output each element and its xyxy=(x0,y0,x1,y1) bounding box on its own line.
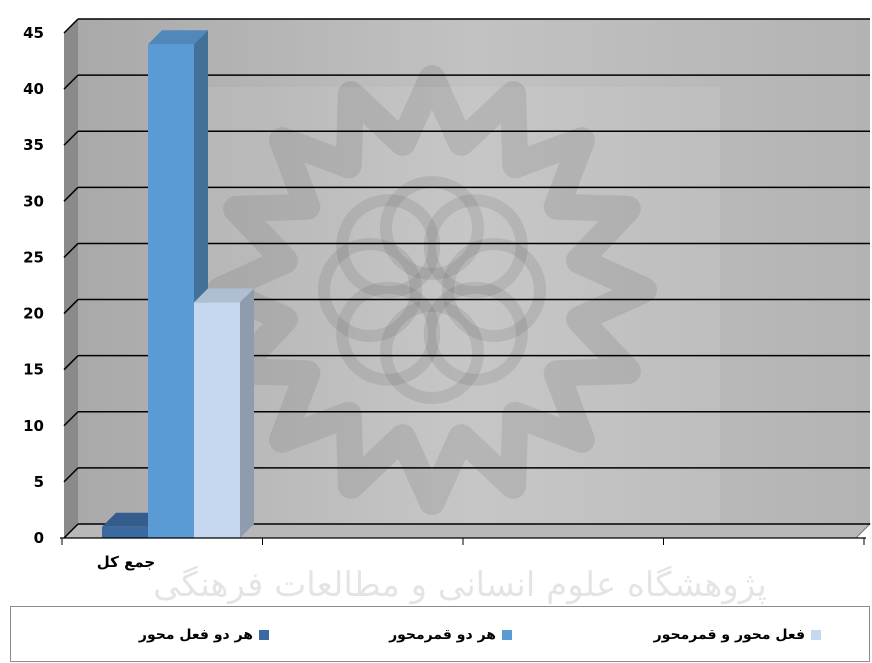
legend-swatch xyxy=(259,630,269,640)
bar-front xyxy=(194,302,240,538)
gridline-depth xyxy=(63,186,79,202)
bar-side xyxy=(240,288,254,538)
bar-top xyxy=(102,512,162,527)
bar-top xyxy=(148,30,208,45)
emblem-ring xyxy=(423,194,528,299)
bar-front xyxy=(102,526,148,538)
emblem-ring xyxy=(336,194,441,299)
y-tick-label: 0 xyxy=(34,529,44,547)
emblem-panel xyxy=(168,87,720,524)
emblem-ring xyxy=(380,176,484,280)
x-axis-categories: جمع کل xyxy=(97,553,155,571)
y-tick-label: 25 xyxy=(23,248,44,266)
gridline-depth xyxy=(63,523,79,539)
gridline-depth xyxy=(63,299,79,315)
bar-chart: 0 5 10 15 20 25 30 35 40 45 جمع کل پژوهشگاه علوم … xyxy=(23,18,872,605)
axes xyxy=(60,537,866,545)
side-wall xyxy=(64,19,78,538)
legend-item-series-3: فعل محور و قمرمحور xyxy=(654,627,821,643)
legend-swatch xyxy=(502,630,512,640)
y-tick-label: 15 xyxy=(23,361,44,379)
y-tick-label: 10 xyxy=(23,417,44,435)
gridline-depth xyxy=(63,411,79,427)
gridline-depth xyxy=(63,18,79,34)
legend: فعل محور و قمرمحور هر دو قمرمحور هر دو ف… xyxy=(10,606,870,662)
emblem-ring xyxy=(423,281,528,386)
bar-top xyxy=(194,288,254,303)
bar-front xyxy=(148,44,194,538)
legend-item-series-1: هر دو فعل محور xyxy=(139,627,269,643)
legend-label: هر دو فعل محور xyxy=(138,627,253,643)
emblem-ring xyxy=(336,281,441,386)
legend-label: هر دو قمرمحور xyxy=(389,627,496,643)
emblem-ring xyxy=(380,300,484,404)
y-tick-label: 35 xyxy=(23,136,44,154)
gridline-depth xyxy=(63,467,79,483)
gridline-depth xyxy=(63,242,79,258)
y-tick-label: 5 xyxy=(34,473,44,491)
y-tick-label: 40 xyxy=(23,80,44,98)
bar xyxy=(194,288,254,538)
gridline-depth xyxy=(63,130,79,146)
y-tick-label: 45 xyxy=(23,24,44,42)
y-tick-label: 20 xyxy=(23,305,44,323)
gridline-depth xyxy=(63,355,79,371)
bars xyxy=(102,30,254,538)
y-tick-label: 30 xyxy=(23,192,44,210)
gridline-depth xyxy=(63,74,79,90)
legend-item-series-2: هر دو قمرمحور xyxy=(389,627,512,643)
legend-label: فعل محور و قمرمحور xyxy=(653,627,805,643)
watermark-emblem xyxy=(168,65,720,524)
legend-swatch xyxy=(811,630,821,640)
y-axis-ticks: 0 5 10 15 20 25 30 35 40 45 xyxy=(23,24,44,547)
x-category-label: جمع کل xyxy=(97,553,155,571)
watermark-text: پژوهشگاه علوم انسانی و مطالعات فرهنگی xyxy=(153,565,767,605)
emblem-star xyxy=(207,65,657,515)
